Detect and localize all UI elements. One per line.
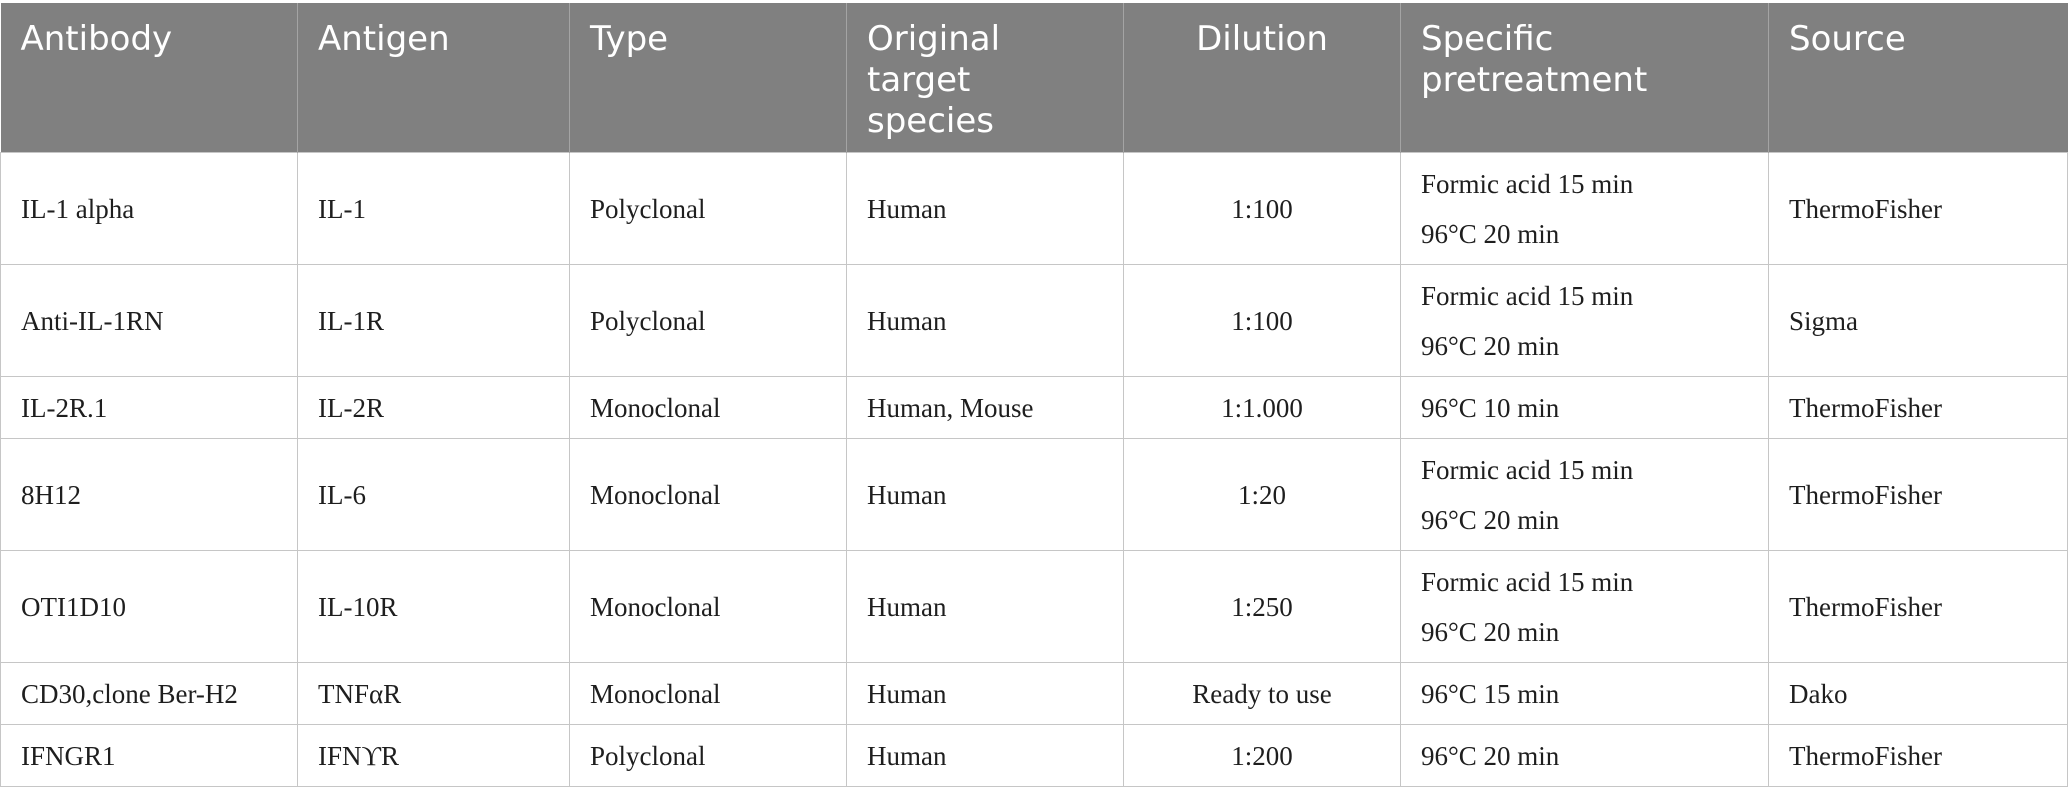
cell-antigen: IL-6 xyxy=(297,438,570,551)
cell-type: Polyclonal xyxy=(569,724,847,787)
header-row: Antibody Antigen Type Original target sp… xyxy=(0,3,2068,153)
pretreatment-line: 96°C 20 min xyxy=(1421,504,1560,535)
cell-antibody: OTI1D10 xyxy=(0,550,298,663)
cell-antigen: IFNϒR xyxy=(297,724,570,787)
cell-pretreatment: 96°C 10 min xyxy=(1400,376,1769,439)
cell-dilution: 1:250 xyxy=(1123,550,1401,663)
pretreatment-line: Formic acid 15 min xyxy=(1421,566,1634,597)
cell-type: Monoclonal xyxy=(569,438,847,551)
cell-pretreatment: 96°C 15 min xyxy=(1400,662,1769,725)
cell-antigen: IL-1 xyxy=(297,152,570,265)
pretreatment-line: 96°C 10 min xyxy=(1421,392,1560,423)
cell-antigen: IL-1R xyxy=(297,264,570,377)
cell-pretreatment: 96°C 20 min xyxy=(1400,724,1769,787)
cell-species: Human xyxy=(846,724,1124,787)
header-dilution: Dilution xyxy=(1123,3,1401,153)
table-header: Antibody Antigen Type Original target sp… xyxy=(0,3,2068,153)
table-row: Anti-IL-1RN IL-1R Polyclonal Human 1:100… xyxy=(0,264,2068,377)
cell-dilution: 1:100 xyxy=(1123,264,1401,377)
cell-antigen: TNFαR xyxy=(297,662,570,725)
cell-species: Human xyxy=(846,550,1124,663)
table-row: IFNGR1 IFNϒR Polyclonal Human 1:200 96°C… xyxy=(0,724,2068,787)
pretreatment-line: Formic acid 15 min xyxy=(1421,454,1634,485)
cell-antibody: IL-2R.1 xyxy=(0,376,298,439)
cell-type: Monoclonal xyxy=(569,550,847,663)
table-row: 8H12 IL-6 Monoclonal Human 1:20 Formic a… xyxy=(0,438,2068,551)
cell-source: ThermoFisher xyxy=(1768,152,2068,265)
cell-pretreatment: Formic acid 15 min 96°C 20 min xyxy=(1400,152,1769,265)
cell-source: ThermoFisher xyxy=(1768,724,2068,787)
cell-source: Sigma xyxy=(1768,264,2068,377)
cell-type: Monoclonal xyxy=(569,376,847,439)
cell-source: ThermoFisher xyxy=(1768,550,2068,663)
pretreatment-line: 96°C 20 min xyxy=(1421,218,1560,249)
header-source: Source xyxy=(1768,3,2068,153)
header-antibody: Antibody xyxy=(0,3,298,153)
antibody-table: Antibody Antigen Type Original target sp… xyxy=(0,3,2068,787)
cell-antigen: IL-2R xyxy=(297,376,570,439)
header-type: Type xyxy=(569,3,847,153)
cell-type: Polyclonal xyxy=(569,152,847,265)
table-row: IL-2R.1 IL-2R Monoclonal Human, Mouse 1:… xyxy=(0,376,2068,439)
pretreatment-line: 96°C 20 min xyxy=(1421,330,1560,361)
cell-dilution: 1:20 xyxy=(1123,438,1401,551)
table-row: OTI1D10 IL-10R Monoclonal Human 1:250 Fo… xyxy=(0,550,2068,663)
pretreatment-line: 96°C 20 min xyxy=(1421,740,1560,771)
pretreatment-line: 96°C 20 min xyxy=(1421,616,1560,647)
cell-species: Human xyxy=(846,662,1124,725)
cell-dilution: 1:200 xyxy=(1123,724,1401,787)
cell-antibody: IFNGR1 xyxy=(0,724,298,787)
cell-pretreatment: Formic acid 15 min 96°C 20 min xyxy=(1400,550,1769,663)
cell-source: ThermoFisher xyxy=(1768,438,2068,551)
cell-antigen: IL-10R xyxy=(297,550,570,663)
cell-antibody: CD30,clone Ber-H2 xyxy=(0,662,298,725)
header-antigen: Antigen xyxy=(297,3,570,153)
cell-species: Human xyxy=(846,264,1124,377)
cell-type: Polyclonal xyxy=(569,264,847,377)
header-specific-pretreatment: Specific pretreatment xyxy=(1400,3,1769,153)
cell-dilution: 1:1.000 xyxy=(1123,376,1401,439)
cell-species: Human xyxy=(846,438,1124,551)
pretreatment-line: Formic acid 15 min xyxy=(1421,280,1634,311)
cell-antibody: IL-1 alpha xyxy=(0,152,298,265)
cell-antibody: Anti-IL-1RN xyxy=(0,264,298,377)
cell-antibody: 8H12 xyxy=(0,438,298,551)
pretreatment-line: 96°C 15 min xyxy=(1421,678,1560,709)
cell-type: Monoclonal xyxy=(569,662,847,725)
cell-pretreatment: Formic acid 15 min 96°C 20 min xyxy=(1400,264,1769,377)
cell-dilution: Ready to use xyxy=(1123,662,1401,725)
cell-source: ThermoFisher xyxy=(1768,376,2068,439)
table-row: IL-1 alpha IL-1 Polyclonal Human 1:100 F… xyxy=(0,152,2068,265)
cell-species: Human, Mouse xyxy=(846,376,1124,439)
table-body: IL-1 alpha IL-1 Polyclonal Human 1:100 F… xyxy=(0,152,2068,787)
cell-pretreatment: Formic acid 15 min 96°C 20 min xyxy=(1400,438,1769,551)
cell-dilution: 1:100 xyxy=(1123,152,1401,265)
table-row: CD30,clone Ber-H2 TNFαR Monoclonal Human… xyxy=(0,662,2068,725)
pretreatment-line: Formic acid 15 min xyxy=(1421,168,1634,199)
cell-species: Human xyxy=(846,152,1124,265)
cell-source: Dako xyxy=(1768,662,2068,725)
header-original-target-species: Original target species xyxy=(846,3,1124,153)
